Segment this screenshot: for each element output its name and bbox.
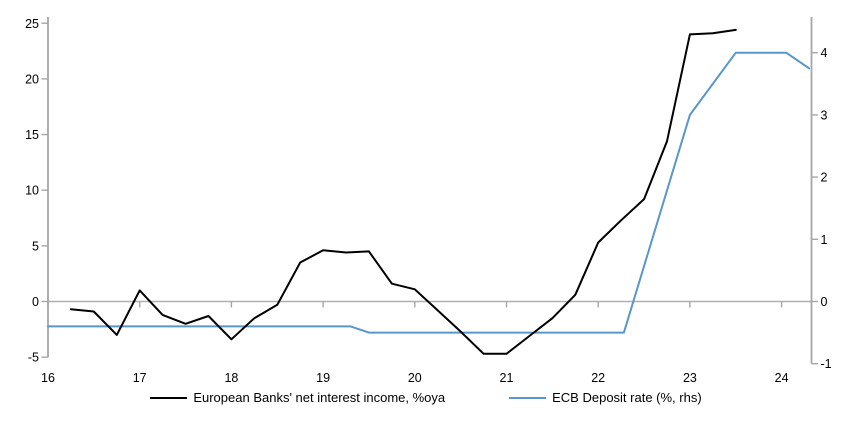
left-axis-tick-label: 5	[32, 239, 39, 253]
left-axis-tick-label: -5	[28, 351, 39, 365]
legend-line-swatch-black	[150, 396, 188, 399]
x-axis-tick-label: 22	[591, 371, 605, 385]
right-axis-tick-label: 3	[821, 108, 828, 122]
series-line-ecb-deposit-rate	[47, 51, 811, 334]
right-axis-tick-label: -1	[821, 357, 832, 371]
right-axis-tick-label: 4	[821, 46, 828, 60]
legend-label-ecb-deposit-rate: ECB Deposit rate (%, rhs)	[552, 390, 702, 405]
right-axis-tick-label: 1	[821, 233, 828, 247]
legend-label-net-interest-income: European Banks' net interest income, %oy…	[193, 390, 446, 405]
x-axis-tick-label: 16	[41, 371, 55, 385]
x-axis-tick-label: 18	[224, 371, 238, 385]
x-axis-tick-label: 24	[775, 371, 789, 385]
x-axis-tick-label: 20	[408, 371, 422, 385]
x-axis-tick-label: 17	[133, 371, 147, 385]
left-axis-tick-label: 0	[32, 295, 39, 309]
left-axis-tick-label: 15	[25, 128, 39, 142]
legend-line-swatch-blue	[509, 396, 547, 399]
legend: European Banks' net interest income, %oy…	[0, 390, 852, 405]
right-axis-tick-label: 2	[821, 171, 828, 185]
legend-item-net-interest-income: European Banks' net interest income, %oy…	[150, 390, 445, 405]
legend-item-ecb-deposit-rate: ECB Deposit rate (%, rhs)	[509, 390, 702, 405]
series-line-net-interest-income	[69, 28, 737, 355]
left-axis-tick-label: 20	[25, 72, 39, 86]
left-axis-tick-label: 10	[25, 184, 39, 198]
right-axis-tick-label: 0	[821, 295, 828, 309]
x-axis-tick-label: 19	[316, 371, 330, 385]
x-axis-tick-label: 23	[683, 371, 697, 385]
left-axis-tick-label: 25	[25, 17, 39, 31]
x-axis-tick-label: 21	[500, 371, 514, 385]
